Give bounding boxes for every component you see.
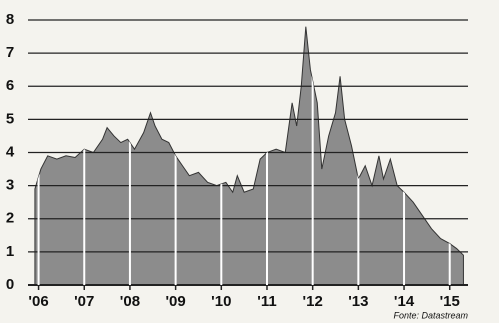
source: Fonte: Datastream <box>393 310 468 320</box>
x-tick-label: '08 <box>120 293 140 310</box>
y-tick-label: 3 <box>6 177 14 194</box>
x-tick-label: '15 <box>440 293 460 310</box>
y-tick-label: 0 <box>6 276 14 293</box>
y-tick-label: 2 <box>6 210 14 227</box>
x-tick-label: '13 <box>348 293 368 310</box>
x-tick-label: '06 <box>28 293 48 310</box>
y-tick-label: 4 <box>6 143 15 160</box>
y-tick-label: 5 <box>6 110 14 127</box>
y-tick-label: 8 <box>6 11 14 28</box>
x-tick-label: '11 <box>257 293 276 310</box>
y-tick-label: 1 <box>6 243 14 260</box>
x-tick-label: '07 <box>74 293 94 310</box>
y-tick-label: 6 <box>6 77 14 94</box>
y-tick-label: 7 <box>6 44 14 61</box>
x-tick-label: '10 <box>211 293 231 310</box>
x-tick-label: '12 <box>303 293 323 310</box>
x-tick-label: '14 <box>394 293 415 310</box>
x-tick-label: '09 <box>165 293 185 310</box>
area <box>34 26 464 286</box>
